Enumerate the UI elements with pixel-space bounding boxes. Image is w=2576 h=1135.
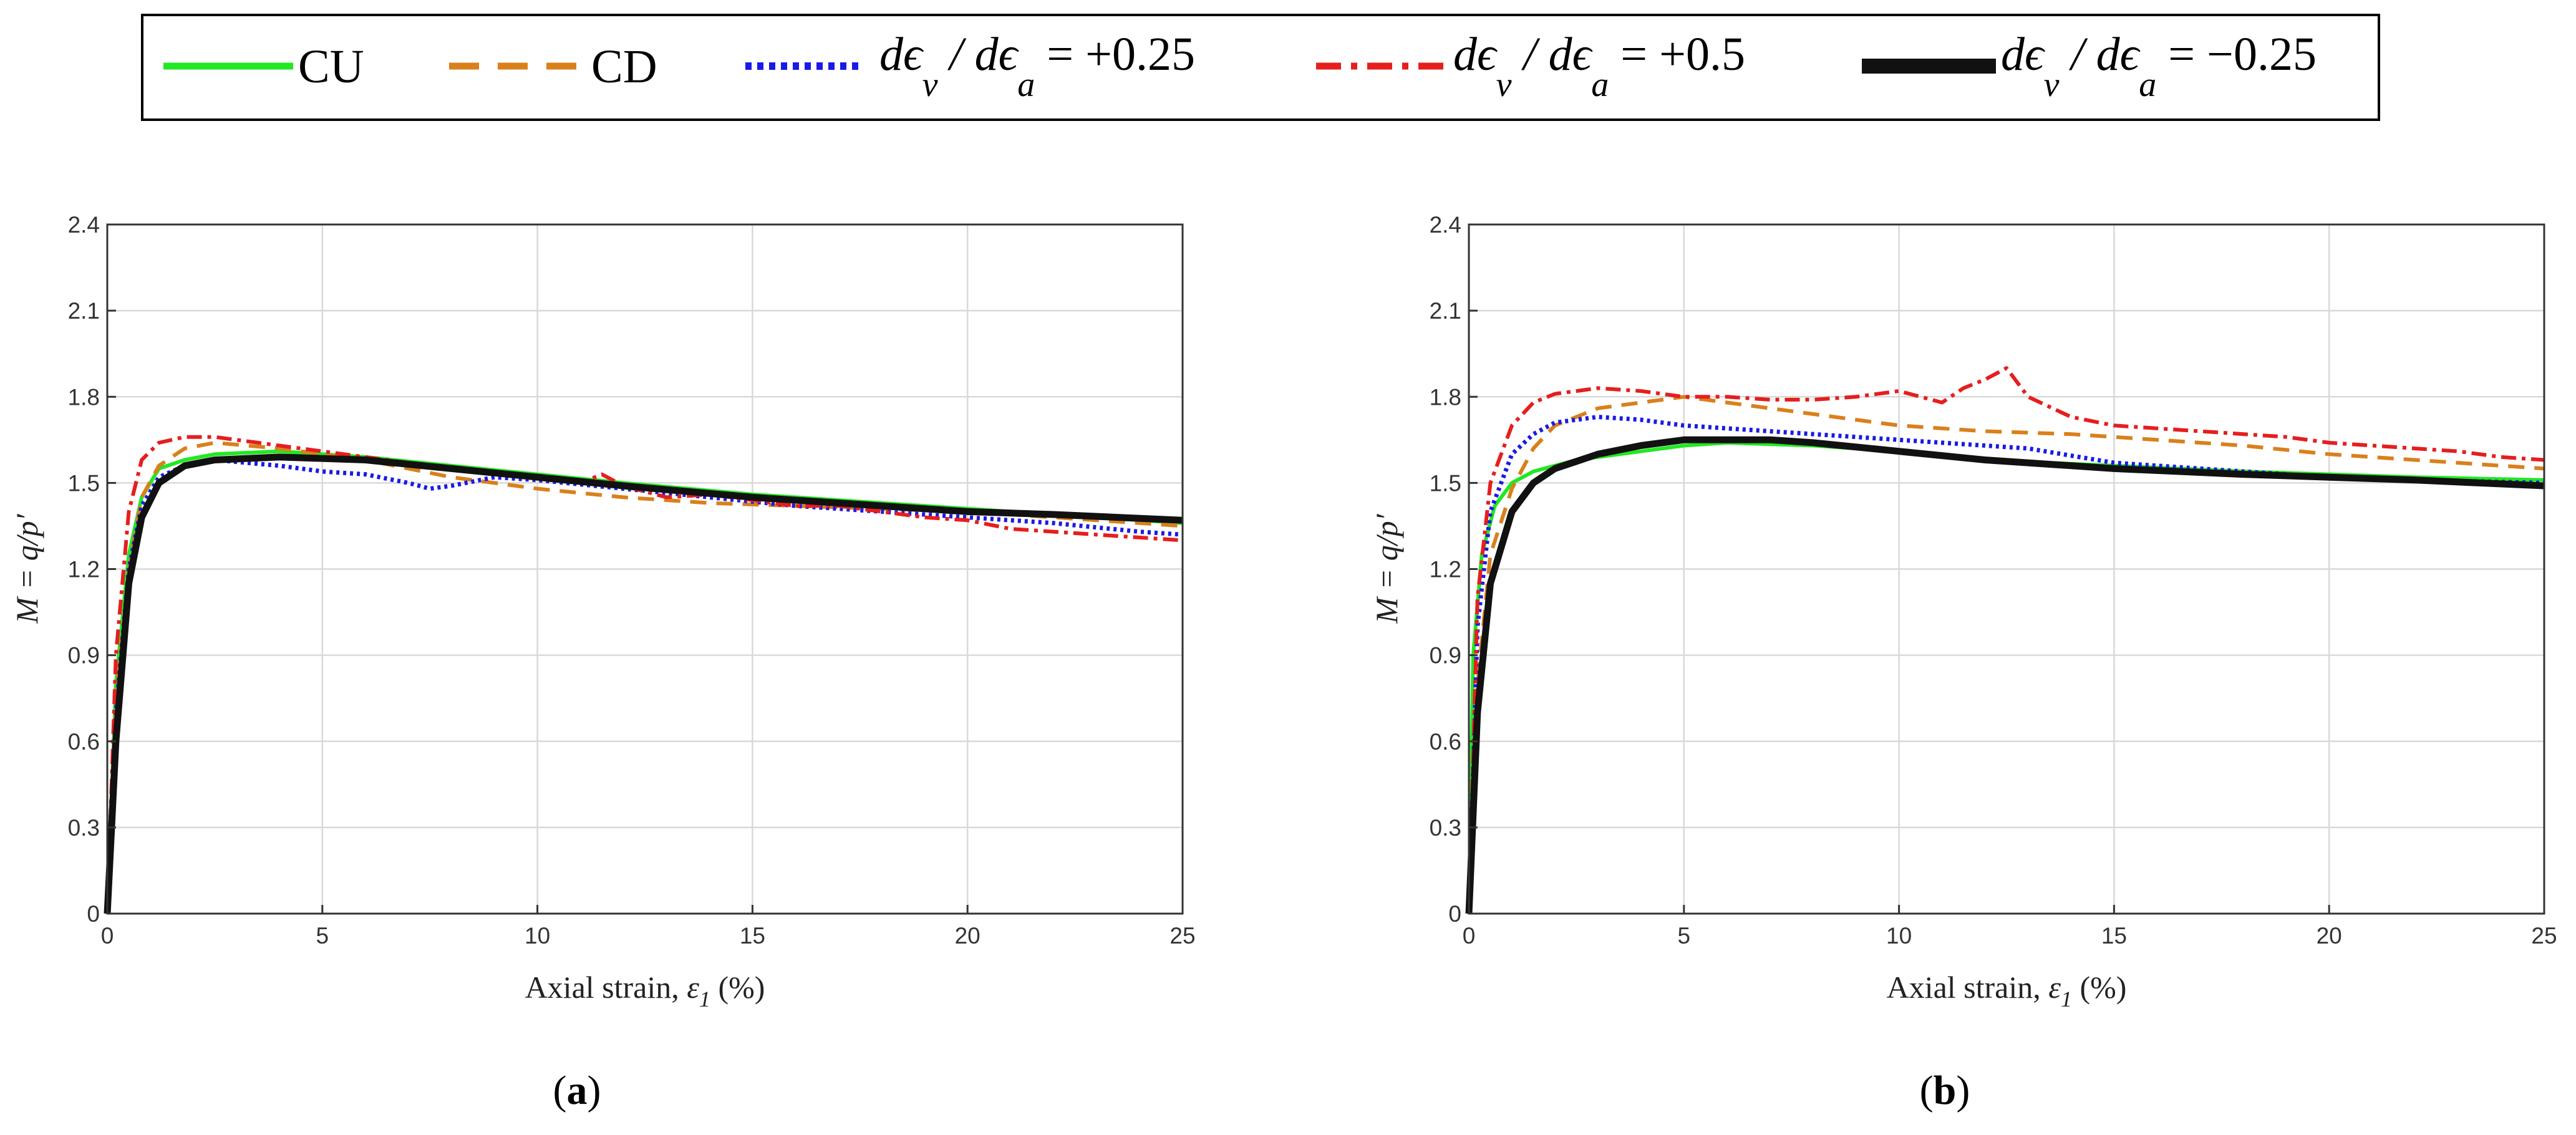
ticks-a: 0 5 10 15 20 25 0 0.3 0.6 0.9 1.2 1.5 1.8 2.1 2.4	[68, 212, 1196, 949]
legend-item-cd: CD	[449, 41, 657, 93]
y-axis-label-a: M = q/p′	[9, 513, 44, 624]
y-tick-label-b-4: 1.2	[1430, 557, 1461, 582]
series-line-a-2	[105, 458, 1183, 914]
y-tick-label-b-5: 1.5	[1430, 470, 1461, 496]
y-tick-label-b-1: 0.3	[1430, 815, 1461, 841]
y-tick-label-b-3: 0.9	[1430, 643, 1461, 669]
x-tick-label-b-5: 25	[2531, 923, 2557, 949]
panel-label-b: (b)	[1920, 1068, 1970, 1113]
legend: CU CD dϵv / dϵa = +0.25 dϵv / dϵa = +0.5…	[141, 14, 2380, 121]
x-tick-label-a-2: 10	[525, 923, 550, 949]
y-tick-label-a-3: 0.9	[68, 643, 100, 669]
series-line-b-1	[1467, 395, 2545, 914]
chart-panel-b: 0 5 10 15 20 25 0 0.3 0.6 0.9 1.2 1.5 1.8 2.1 2.4 Axia…	[1369, 212, 2557, 1113]
y-tick-label-a-0: 0	[87, 901, 100, 927]
chart-panel-a: 0 5 10 15 20 25 0 0.3 0.6 0.9 1.2 1.5 1.8 2.1 2.4 Axia…	[9, 212, 1196, 1113]
y-tick-label-a-5: 1.5	[68, 470, 100, 496]
legend-item-plus05: dϵv / dϵa = +0.5	[1316, 28, 1745, 104]
y-tick-label-a-6: 1.8	[68, 384, 100, 410]
x-tick-label-a-0: 0	[101, 923, 114, 949]
y-tick-label-a-2: 0.6	[68, 729, 100, 755]
x-tick-label-a-5: 25	[1169, 923, 1195, 949]
series-line-a-3	[105, 435, 1183, 914]
series-a	[104, 435, 1183, 914]
legend-label-minus025: dϵv / dϵa = −0.25	[2001, 28, 2317, 104]
y-tick-label-b-2: 0.6	[1430, 729, 1461, 755]
legend-item-minus025: dϵv / dϵa = −0.25	[1862, 28, 2317, 104]
x-tick-label-b-1: 5	[1678, 923, 1691, 949]
series-line-b-4	[1465, 436, 2545, 914]
series-line-a-0	[105, 449, 1183, 914]
series-b	[1465, 366, 2545, 914]
legend-label-cu: CU	[298, 41, 364, 93]
y-tick-label-b-6: 1.8	[1430, 384, 1461, 410]
grid-b	[1469, 225, 2544, 914]
panel-label-a: (a)	[553, 1068, 601, 1113]
x-axis-label-b: Axial strain, ε1 (%)	[1887, 970, 2127, 1012]
legend-item-cu: CU	[163, 41, 364, 93]
grid-a	[107, 225, 1183, 914]
series-line-b-0	[1467, 440, 2545, 914]
legend-label-plus05: dϵv / dϵa = +0.5	[1453, 28, 1745, 104]
x-axis-label-a: Axial strain, ε1 (%)	[525, 970, 765, 1012]
series-line-a-4	[104, 453, 1183, 914]
x-tick-label-b-4: 20	[2317, 923, 2342, 949]
x-tick-label-a-1: 5	[316, 923, 329, 949]
y-axis-label-b: M = q/p′	[1369, 513, 1404, 624]
legend-item-plus025: dϵv / dϵa = +0.25	[745, 28, 1195, 104]
y-tick-label-a-8: 2.4	[68, 212, 100, 238]
x-tick-label-b-0: 0	[1463, 923, 1476, 949]
legend-label-cd: CD	[591, 41, 657, 93]
series-line-b-2	[1466, 415, 2545, 914]
x-tick-label-b-3: 15	[2101, 923, 2127, 949]
y-tick-label-b-7: 2.1	[1430, 298, 1461, 324]
series-line-b-3	[1467, 366, 2545, 914]
ticks-b: 0 5 10 15 20 25 0 0.3 0.6 0.9 1.2 1.5 1.8 2.1 2.4	[1430, 212, 2557, 949]
x-tick-label-a-3: 15	[740, 923, 765, 949]
y-tick-label-a-7: 2.1	[68, 298, 100, 324]
x-tick-label-a-4: 20	[955, 923, 981, 949]
y-tick-label-b-0: 0	[1448, 901, 1461, 927]
y-tick-label-a-1: 0.3	[68, 815, 100, 841]
x-tick-label-b-2: 10	[1886, 923, 1912, 949]
y-tick-label-a-4: 1.2	[68, 557, 100, 582]
y-tick-label-b-8: 2.4	[1430, 212, 1461, 238]
legend-label-plus025: dϵv / dϵa = +0.25	[879, 28, 1195, 104]
